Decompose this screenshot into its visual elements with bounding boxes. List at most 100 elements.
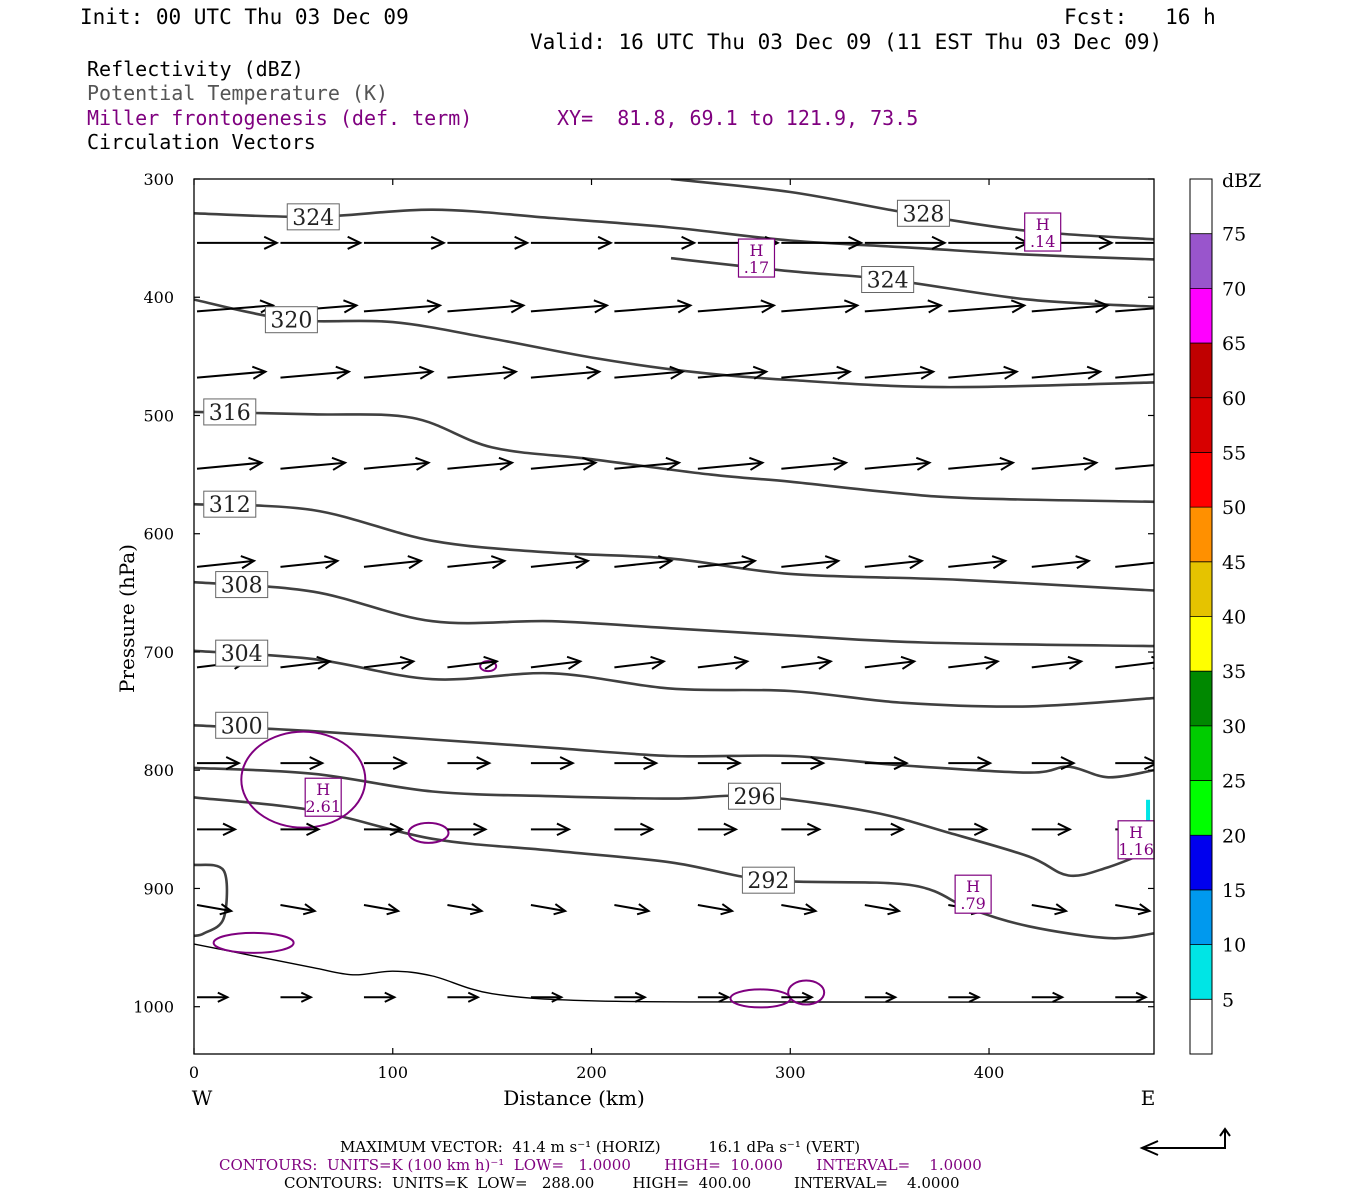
vector-head	[991, 555, 1008, 570]
vector-shaft	[614, 559, 672, 568]
axes: 300 400 500 600 700 800 900 1000 0 100 200 300 400 Di…	[115, 170, 1155, 1110]
theta-contour-312	[194, 502, 1154, 592]
vector-head	[893, 756, 909, 771]
vector-head	[650, 655, 667, 670]
vector-head	[316, 655, 333, 670]
x-tick-label: 300	[775, 1063, 806, 1082]
vector-shaft	[948, 559, 1006, 568]
footer-max-vector: MAXIMUM VECTOR: 41.4 m s⁻¹ (HORIZ) 16.1 …	[340, 1138, 861, 1156]
vector-head	[760, 299, 777, 314]
vector-head	[1054, 903, 1069, 916]
theta-contour-304	[194, 649, 1154, 708]
vector-head	[1167, 458, 1180, 470]
vector-head	[473, 822, 488, 837]
vector-shaft	[781, 660, 831, 669]
vector-head	[887, 903, 902, 916]
vector-head	[1178, 300, 1191, 312]
vector-head	[1159, 556, 1172, 568]
reflectivity-echo	[1146, 799, 1151, 822]
frontogenesis-contours	[212, 660, 1151, 1009]
vector-head	[251, 365, 268, 380]
vector-shaft	[697, 559, 755, 568]
vector-shaft	[280, 461, 346, 470]
vector-shaft	[614, 370, 683, 379]
theta-label-box	[215, 711, 269, 739]
colorbar-segment	[1190, 288, 1212, 344]
vector-head	[836, 365, 853, 380]
vector-head	[1086, 365, 1103, 380]
frontogenesis-contour	[407, 821, 450, 844]
vector-shaft	[447, 904, 482, 912]
y-tick-label: 400	[143, 288, 174, 307]
vector-head	[217, 991, 230, 1003]
vector-head	[510, 299, 526, 314]
vector-shaft	[196, 904, 232, 912]
cross-section-xy: XY= 81.8, 69.1 to 121.9, 73.5	[557, 106, 919, 130]
theta-contour-closed	[194, 863, 229, 938]
vector-head	[263, 235, 280, 250]
vector-head	[1144, 756, 1154, 771]
vector-head	[723, 822, 739, 837]
vector-head	[915, 456, 932, 471]
vector-shaft	[447, 461, 513, 470]
vector-head	[597, 235, 614, 250]
vector-head	[302, 903, 317, 916]
theta-label-box	[896, 199, 950, 227]
vector-shaft	[363, 461, 429, 470]
vector-head	[824, 555, 841, 570]
y-tick-label: 300	[143, 170, 174, 189]
vector-shaft	[697, 904, 733, 912]
field-frontogenesis: Miller frontogenesis (def. term)	[87, 106, 473, 130]
vector-shaft	[447, 660, 497, 669]
vector-head	[657, 555, 674, 570]
vector-head	[1075, 555, 1092, 570]
max-mark-box	[1024, 212, 1062, 252]
plot-frame	[193, 178, 1155, 1055]
max-mark-box	[304, 777, 342, 817]
vector-head	[726, 756, 742, 771]
max-mark-letter: H	[1129, 823, 1143, 842]
colorbar-segment	[1190, 944, 1212, 1000]
vector-head	[720, 903, 735, 916]
colorbar-segment	[1190, 616, 1212, 672]
vector-head	[399, 655, 416, 670]
vector-head	[669, 365, 686, 380]
theta-label-box	[215, 639, 269, 667]
vector-head	[430, 235, 447, 250]
vector-head	[392, 756, 409, 771]
vector-head	[1135, 991, 1148, 1003]
max-mark-value: 1.16	[1118, 840, 1154, 859]
vector-shaft	[1031, 660, 1082, 669]
vector-head	[323, 555, 340, 570]
vector-shaft	[196, 559, 255, 568]
vector-head	[556, 822, 572, 837]
vector-head	[752, 365, 769, 380]
y-tick-label: 700	[143, 643, 174, 662]
vector-head	[309, 756, 325, 771]
vector-head	[1003, 365, 1019, 380]
vector-head	[415, 456, 431, 471]
vector-shaft	[614, 660, 664, 669]
max-mark-box	[737, 238, 776, 278]
vector-shaft	[280, 559, 338, 568]
theta-label: 312	[209, 493, 251, 518]
frontogenesis-max-mark: H2.61	[304, 777, 342, 817]
vector-shaft	[864, 304, 941, 313]
vector-head	[1098, 235, 1114, 250]
vector-head	[1094, 299, 1111, 314]
init-time: Init: 00 UTC Thu 03 Dec 09	[80, 5, 409, 29]
vector-shaft	[781, 304, 858, 313]
colorbar-tick-label: 5	[1222, 989, 1234, 1011]
vector-shaft	[196, 304, 274, 313]
vector-head	[418, 365, 435, 380]
vector-shaft	[948, 660, 998, 669]
colorbar-title: dBZ	[1222, 170, 1261, 192]
vector-shaft	[614, 461, 680, 470]
vector-head	[306, 822, 321, 837]
theta-label-box	[727, 782, 781, 810]
vector-shaft	[864, 370, 934, 379]
vector-shaft	[948, 370, 1017, 379]
vector-shaft	[614, 304, 691, 313]
theta-label-box	[286, 203, 340, 231]
